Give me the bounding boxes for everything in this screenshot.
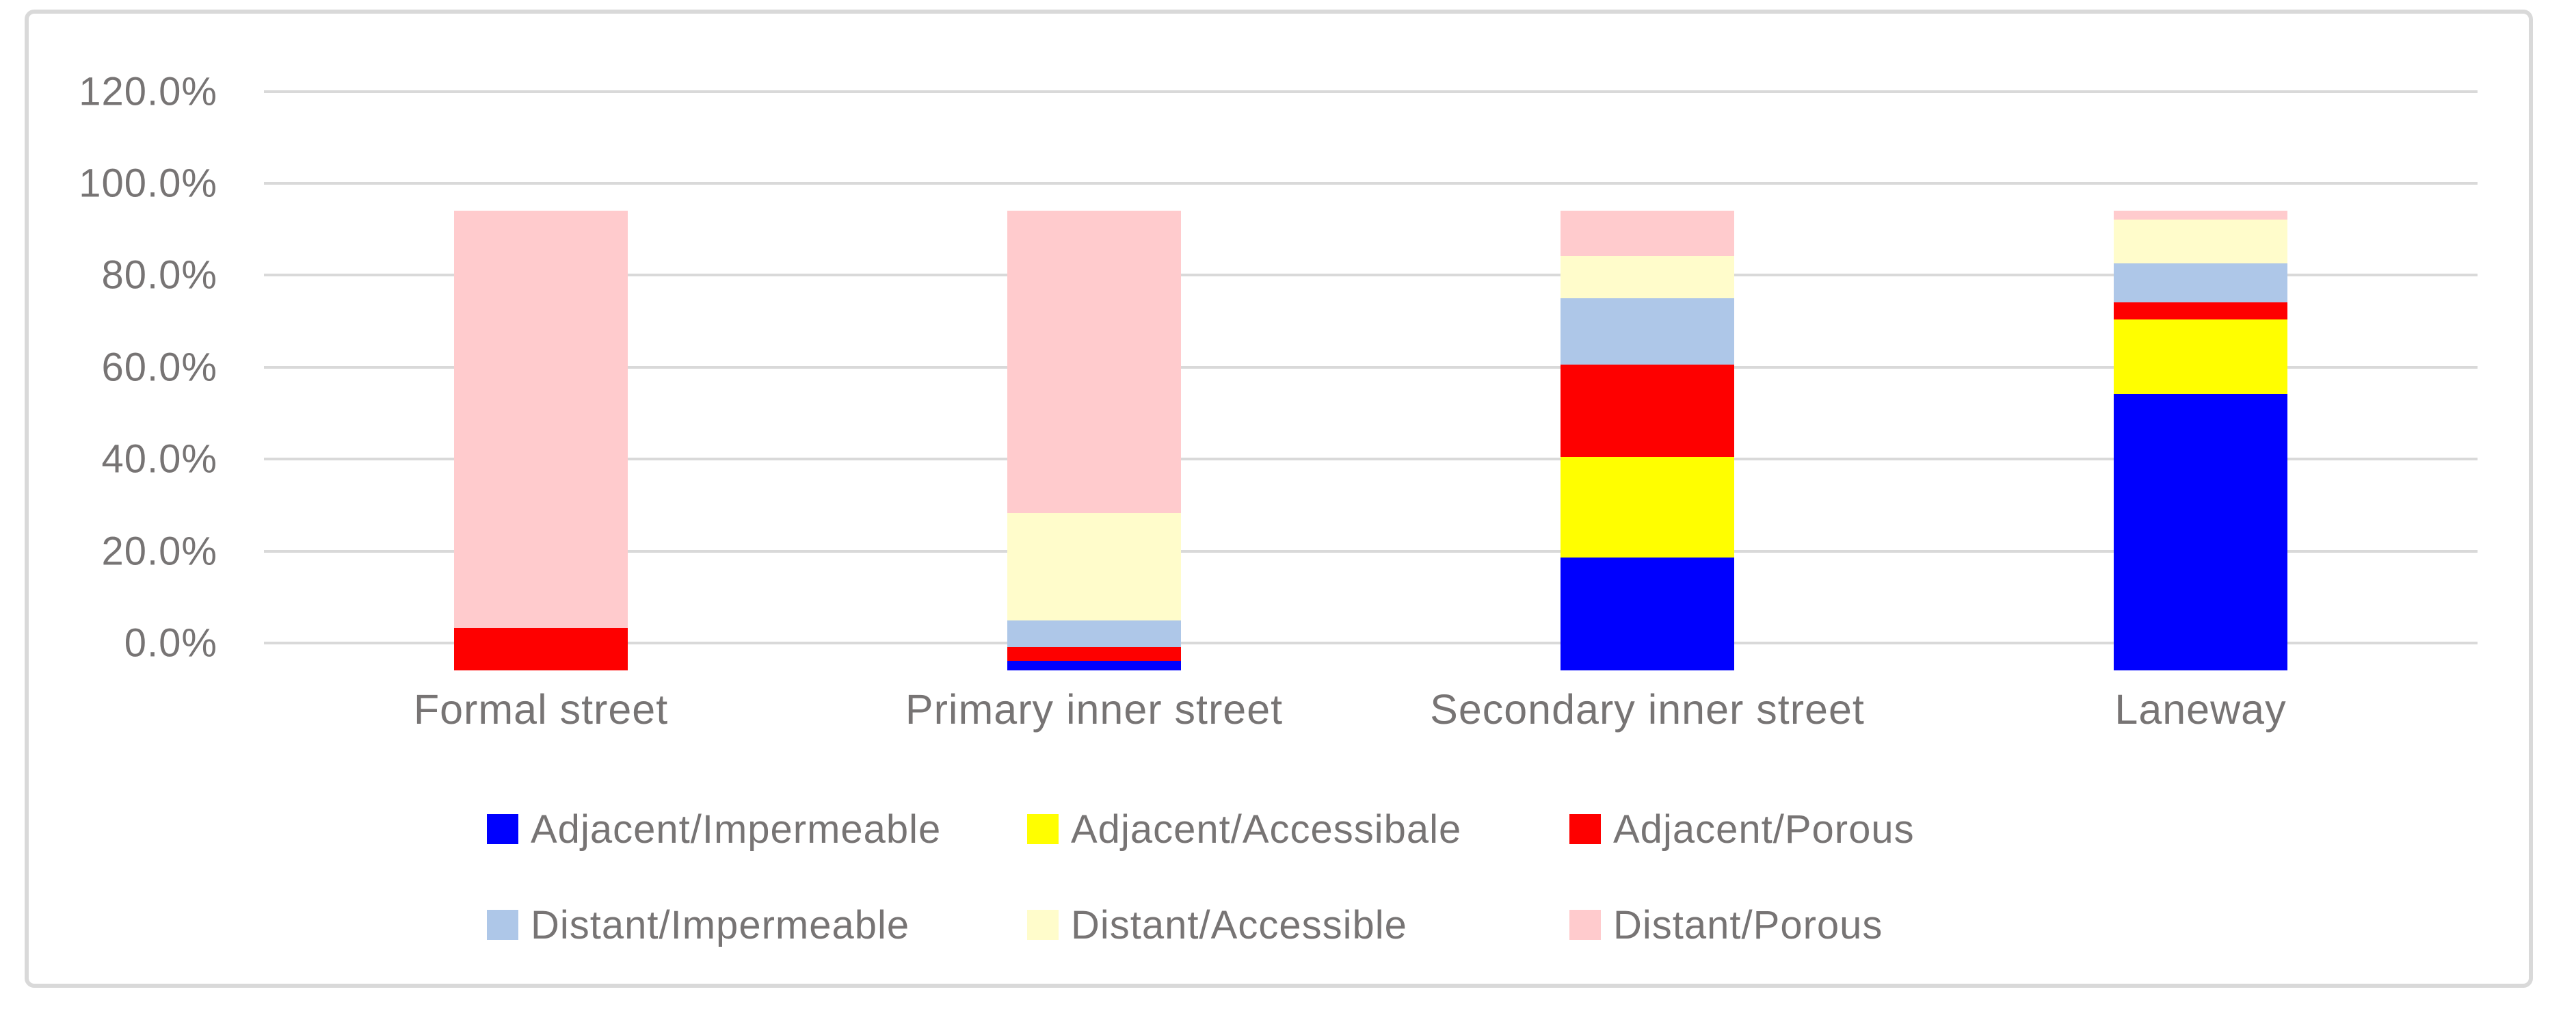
y-tick-label: 120.0% (79, 69, 217, 114)
segment-adjacent-accessibale (1561, 456, 1734, 558)
segment-adjacent-impermeable (2114, 394, 2287, 670)
y-tick-label: 80.0% (101, 252, 217, 298)
legend-row-1: Adjacent/Impermeable Adjacent/Accessibale… (0, 807, 2576, 852)
gridline-20 (264, 549, 2478, 553)
y-tick-label: 20.0% (101, 529, 217, 574)
segment-adjacent-accessibale (2114, 319, 2287, 395)
gridline-120 (264, 90, 2478, 93)
legend-swatch-icon (1027, 814, 1059, 844)
segment-distant-porous (2114, 211, 2287, 220)
segment-distant-porous (454, 211, 628, 629)
segment-adjacent-porous (1007, 647, 1181, 661)
legend-label: Distant/Porous (1613, 902, 1883, 947)
bar-stack-primary-inner-street (1007, 96, 1181, 670)
gridline-80 (264, 274, 2478, 277)
bar-stack-secondary-inner-street (1561, 96, 1734, 670)
gridline-40 (264, 458, 2478, 461)
gridline-0 (264, 642, 2478, 644)
chart-frame-border (25, 10, 2533, 988)
x-category-label: Primary inner street (905, 686, 1284, 733)
y-tick-label: 60.0% (101, 345, 217, 390)
x-category-label: Secondary inner street (1430, 686, 1865, 733)
segment-adjacent-porous (2114, 302, 2287, 320)
x-category-label: Formal street (413, 686, 669, 733)
legend-swatch-icon (1027, 910, 1059, 940)
legend-item-distant-accessible: Distant/Accessible (1027, 902, 1407, 947)
segment-distant-impermeable (1007, 620, 1181, 648)
segment-distant-impermeable (1561, 298, 1734, 365)
segment-distant-accessible (1007, 513, 1181, 620)
legend-item-distant-porous: Distant/Porous (1569, 902, 1883, 947)
legend-label: Adjacent/Accessibale (1071, 807, 1462, 852)
legend-item-adjacent-accessibale: Adjacent/Accessibale (1027, 807, 1462, 852)
legend-row-2: Distant/Impermeable Distant/Accessible Dis… (0, 902, 2576, 947)
x-category-label: Laneway (2114, 686, 2287, 733)
legend-label: Distant/Impermeable (531, 902, 910, 947)
segment-distant-accessible (1561, 255, 1734, 298)
gridline-60 (264, 365, 2478, 369)
y-tick-label: 100.0% (79, 161, 217, 206)
segment-adjacent-porous (1561, 365, 1734, 457)
legend-item-adjacent-impermeable: Adjacent/Impermeable (487, 807, 942, 852)
legend-label: Adjacent/Porous (1613, 807, 1915, 852)
legend-swatch-icon (487, 910, 518, 940)
y-tick-label: 0.0% (124, 620, 217, 666)
gridline-100 (264, 182, 2478, 185)
legend-label: Distant/Accessible (1071, 902, 1407, 947)
segment-adjacent-impermeable (1007, 660, 1181, 670)
legend-swatch-icon (1569, 910, 1601, 940)
segment-distant-porous (1007, 211, 1181, 514)
legend-item-distant-impermeable: Distant/Impermeable (487, 902, 910, 947)
legend-label: Adjacent/Impermeable (531, 807, 942, 852)
segment-distant-impermeable (2114, 263, 2287, 302)
segment-adjacent-impermeable (1561, 557, 1734, 670)
segment-distant-porous (1561, 211, 1734, 256)
legend-item-adjacent-porous: Adjacent/Porous (1569, 807, 1915, 852)
legend-swatch-icon (1569, 814, 1601, 844)
bar-stack-laneway (2114, 96, 2287, 670)
segment-adjacent-porous (454, 628, 628, 670)
legend-swatch-icon (487, 814, 518, 844)
segment-distant-accessible (2114, 220, 2287, 263)
bar-stack-formal-street (454, 96, 628, 670)
plot-area (264, 68, 2478, 670)
y-tick-label: 40.0% (101, 436, 217, 482)
